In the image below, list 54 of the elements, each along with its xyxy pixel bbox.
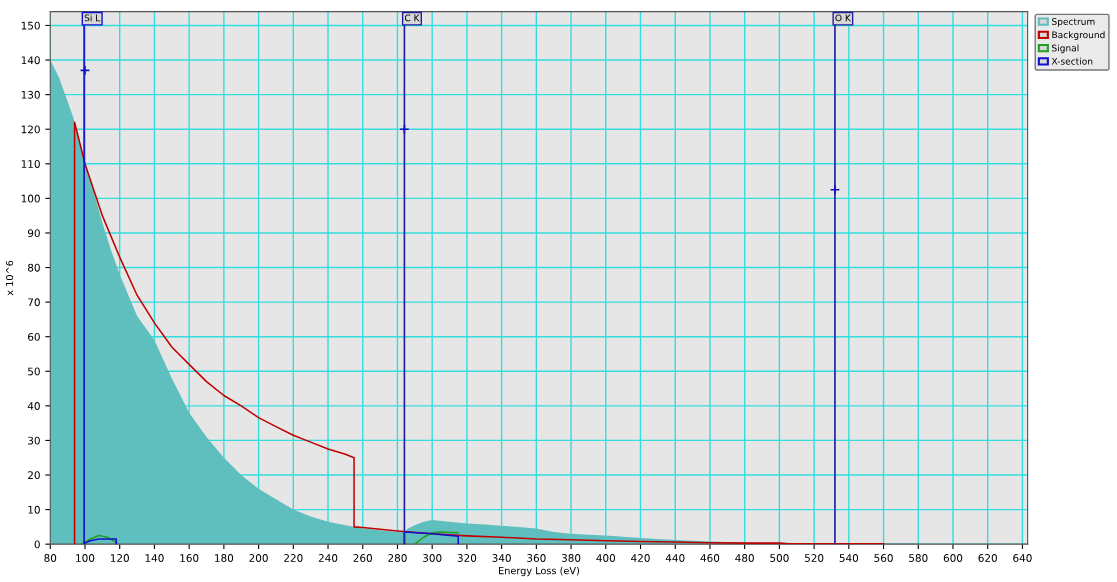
y-tick-label: 90 (27, 229, 40, 238)
x-tick-label: 360 (527, 554, 546, 562)
x-tick-label: 620 (978, 554, 997, 562)
x-tick-label: 440 (665, 554, 685, 562)
x-tick-label: 220 (284, 554, 303, 562)
y-tick-label: 40 (27, 402, 40, 410)
x-tick-label: 340 (492, 554, 511, 562)
x-tick-label: 600 (943, 554, 963, 562)
y-tick-label: 50 (28, 367, 40, 376)
x-tick-label: 180 (215, 554, 234, 562)
ref-line-label: O K (835, 14, 852, 22)
x-axis-title: Energy Loss (eV) (499, 566, 579, 577)
x-tick-label: 500 (770, 554, 789, 562)
y-tick-label: 120 (21, 125, 40, 134)
ref-line-label: Si L (84, 14, 101, 22)
legend-label: Background (1052, 31, 1105, 40)
x-tick-label: 140 (145, 554, 164, 562)
y-tick-label: 60 (28, 332, 40, 341)
x-tick-label: 280 (388, 554, 407, 562)
x-tick-label: 420 (631, 554, 650, 562)
x-tick-label: 580 (909, 554, 928, 562)
x-tick-label: 480 (735, 554, 754, 562)
y-tick-label: 10 (28, 505, 40, 514)
x-tick-label: 520 (804, 554, 824, 562)
y-tick-label: 130 (21, 90, 40, 99)
x-tick-label: 120 (110, 554, 129, 562)
y-tick-label: 150 (21, 21, 40, 30)
y-tick-label: 80 (27, 263, 40, 272)
x-tick-label: 320 (457, 554, 477, 562)
y-tick-label: 0 (34, 540, 40, 549)
x-tick-label: 240 (318, 554, 338, 562)
x-tick-label: 640 (1013, 554, 1032, 562)
x-tick-label: 540 (839, 554, 859, 562)
y-tick-label: 100 (21, 194, 40, 203)
x-tick-label: 380 (561, 554, 581, 562)
x-tick-label: 300 (423, 554, 442, 562)
x-tick-label: 100 (76, 554, 95, 562)
x-tick-label: 260 (353, 554, 372, 562)
x-tick-label: 160 (180, 554, 199, 562)
x-tick-label: 400 (596, 554, 616, 562)
x-tick-label: 200 (249, 554, 268, 562)
y-axis-title: x 10^6 (5, 260, 14, 296)
x-tick-label: 80 (44, 554, 57, 562)
x-tick-label: 560 (874, 554, 893, 562)
x-tick-label: 460 (700, 554, 720, 562)
y-tick-label: 20 (28, 471, 40, 480)
y-tick-label: 70 (28, 298, 40, 307)
legend-label: X-section (1051, 57, 1093, 65)
ref-line-label: C K (404, 14, 420, 22)
legend-label: Signal (1052, 44, 1079, 54)
y-tick-label: 110 (21, 160, 40, 168)
legend-label: Spectrum (1052, 18, 1095, 27)
y-tick-label: 140 (21, 56, 40, 65)
y-tick-label: 30 (28, 436, 40, 445)
